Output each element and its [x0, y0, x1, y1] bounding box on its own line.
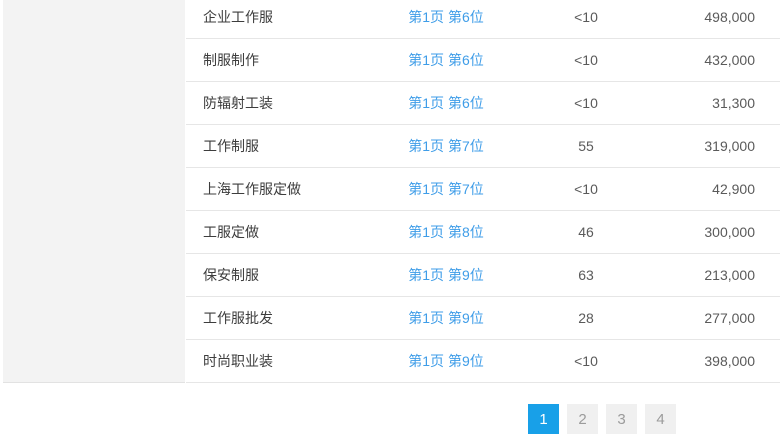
keyword-cell: 制服制作	[203, 52, 259, 68]
volume-cell: 42,900	[712, 181, 755, 197]
metric-cell: <10	[574, 181, 598, 197]
volume-cell: 432,000	[704, 52, 755, 68]
volume-cell: 498,000	[704, 9, 755, 25]
rank-position-link[interactable]: 第1页 第6位	[408, 52, 484, 68]
volume-cell: 277,000	[704, 310, 755, 326]
rank-position-link[interactable]: 第1页 第7位	[408, 181, 484, 197]
metric-cell: 46	[578, 224, 594, 240]
page-button[interactable]: 2	[567, 404, 598, 434]
keyword-cell: 企业工作服	[203, 9, 273, 25]
rank-position-link[interactable]: 第1页 第9位	[408, 353, 484, 369]
table-row: 上海工作服定做 第1页 第7位 <10 42,900	[186, 168, 780, 211]
table-row: 企业工作服 第1页 第6位 <10 498,000	[186, 0, 780, 39]
rank-position-link[interactable]: 第1页 第6位	[408, 9, 484, 25]
table-row: 制服制作 第1页 第6位 <10 432,000	[186, 39, 780, 82]
metric-cell: <10	[574, 52, 598, 68]
keyword-cell: 工服定做	[203, 224, 259, 240]
metric-cell: 63	[578, 267, 594, 283]
keyword-cell: 工作制服	[203, 138, 259, 154]
rank-position-link[interactable]: 第1页 第9位	[408, 310, 484, 326]
table-row: 工服定做 第1页 第8位 46 300,000	[186, 211, 780, 254]
keyword-cell: 保安制服	[203, 267, 259, 283]
metric-cell: 55	[578, 138, 594, 154]
table-row: 工作服批发 第1页 第9位 28 277,000	[186, 297, 780, 340]
metric-cell: <10	[574, 95, 598, 111]
keyword-rank-table: 企业工作服 第1页 第6位 <10 498,000 制服制作 第1页 第6位 <…	[186, 0, 780, 383]
keyword-cell: 防辐射工装	[203, 95, 273, 111]
keyword-cell: 时尚职业装	[203, 353, 273, 369]
page-button[interactable]: 3	[606, 404, 637, 434]
rank-position-link[interactable]: 第1页 第9位	[408, 267, 484, 283]
keyword-cell: 上海工作服定做	[203, 181, 301, 197]
table-row: 工作制服 第1页 第7位 55 319,000	[186, 125, 780, 168]
rank-position-link[interactable]: 第1页 第8位	[408, 224, 484, 240]
volume-cell: 300,000	[704, 224, 755, 240]
left-empty-panel	[3, 0, 185, 383]
volume-cell: 319,000	[704, 138, 755, 154]
keyword-cell: 工作服批发	[203, 310, 273, 326]
volume-cell: 213,000	[704, 267, 755, 283]
rank-position-link[interactable]: 第1页 第7位	[408, 138, 484, 154]
rank-position-link[interactable]: 第1页 第6位	[408, 95, 484, 111]
volume-cell: 31,300	[712, 95, 755, 111]
metric-cell: 28	[578, 310, 594, 326]
table-row: 防辐射工装 第1页 第6位 <10 31,300	[186, 82, 780, 125]
volume-cell: 398,000	[704, 353, 755, 369]
table-row: 时尚职业装 第1页 第9位 <10 398,000	[186, 340, 780, 383]
page-button[interactable]: 4	[645, 404, 676, 434]
metric-cell: <10	[574, 9, 598, 25]
pagination: 1 2 3 4	[528, 404, 676, 434]
table-row: 保安制服 第1页 第9位 63 213,000	[186, 254, 780, 297]
page-button-active[interactable]: 1	[528, 404, 559, 434]
metric-cell: <10	[574, 353, 598, 369]
